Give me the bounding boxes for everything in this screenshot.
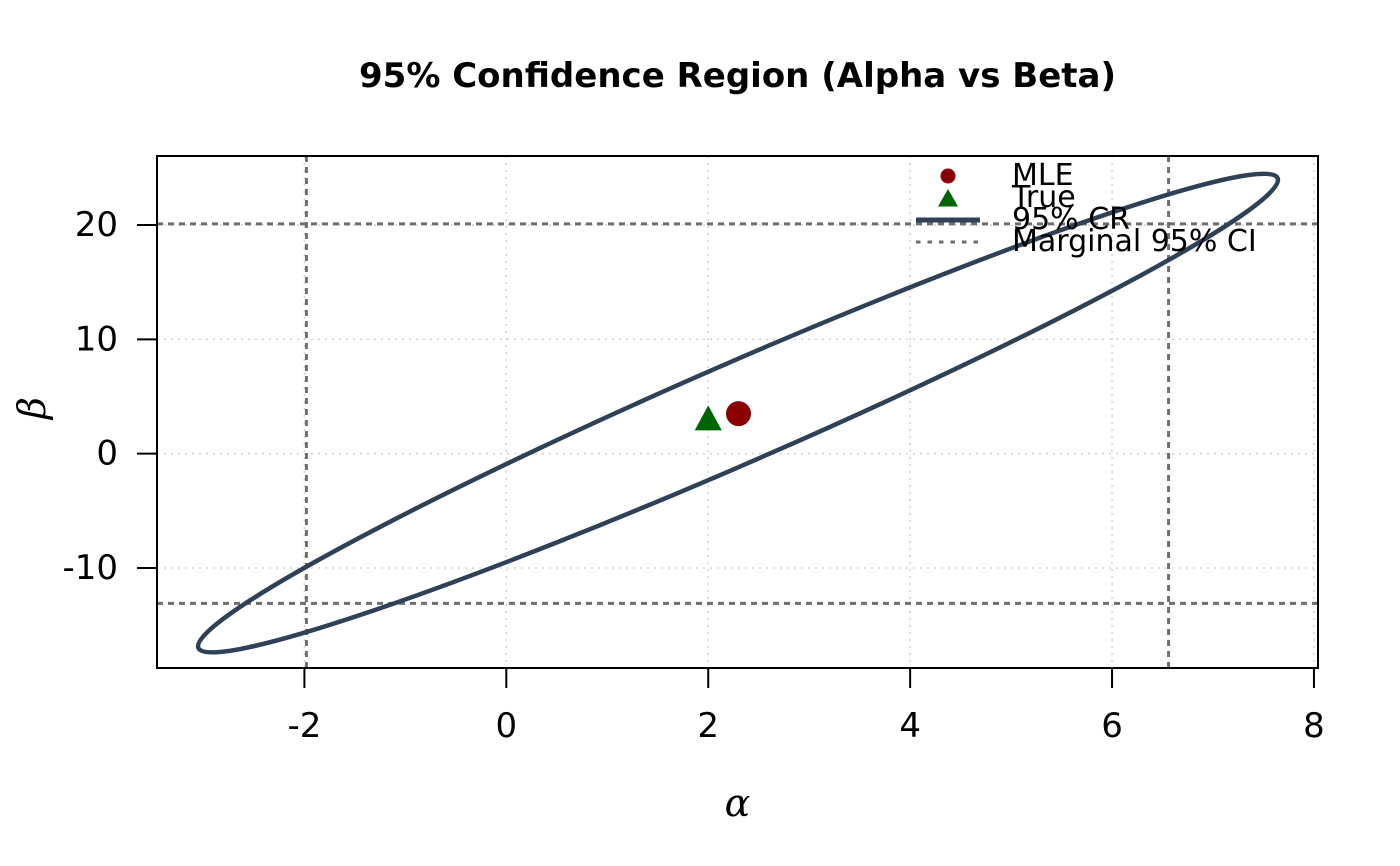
cr-legend-key <box>916 217 980 223</box>
plot-box <box>156 155 1319 669</box>
confidence-region-ellipse <box>195 171 1281 655</box>
legend-item-mle: MLE <box>913 161 1074 191</box>
mle-legend-key <box>940 168 956 184</box>
x-tick-label: -2 <box>287 706 321 746</box>
x-tick-label: 2 <box>697 706 719 746</box>
legend-item-cr: 95% CR <box>913 205 1130 235</box>
legend-label-marginal-ci: Marginal 95% CI <box>1012 224 1257 259</box>
y-tick-label: -10 <box>62 548 118 588</box>
y-tick-label: 20 <box>75 205 118 245</box>
legend-label-mle: MLE <box>1012 158 1074 193</box>
x-tick-label: 0 <box>495 706 517 746</box>
x-tick-label: 8 <box>1303 706 1325 746</box>
true-point <box>694 405 722 431</box>
y-tick-label: 10 <box>75 319 118 359</box>
legend-item-marginal-ci: Marginal 95% CI <box>913 227 1257 257</box>
x-tick-label: 4 <box>899 706 921 746</box>
y-tick-label: 0 <box>96 434 118 474</box>
legend-item-true: True <box>913 183 1076 213</box>
x-tick-label: 6 <box>1101 706 1123 746</box>
circle-marker-icon <box>940 168 956 184</box>
mle-point <box>726 401 752 427</box>
chart-title: 95% Confidence Region (Alpha vs Beta) <box>359 56 1116 96</box>
triangle-marker-icon <box>938 189 958 207</box>
legend-label-true: True <box>1012 180 1076 215</box>
x-axis-label: α <box>724 781 751 825</box>
legend-label-cr: 95% CR <box>1012 202 1131 237</box>
y-axis-label: β <box>10 397 54 419</box>
marginal-ci-legend-key <box>916 240 980 244</box>
true-legend-key <box>938 189 958 207</box>
